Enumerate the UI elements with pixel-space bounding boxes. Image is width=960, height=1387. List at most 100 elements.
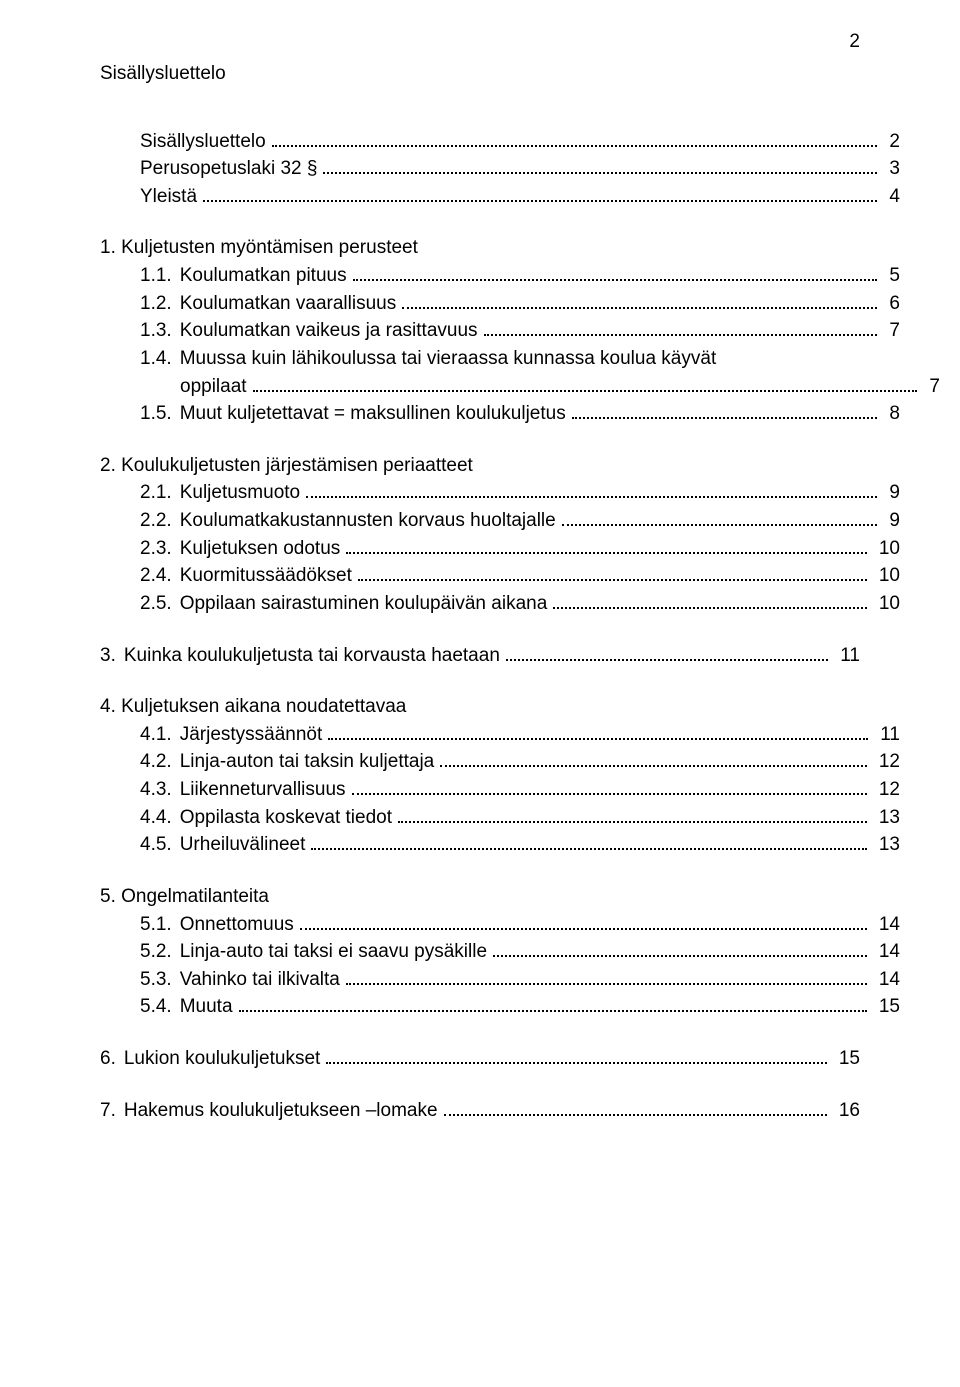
toc-label: Kuljetuksen odotus — [180, 535, 341, 563]
toc-page: 14 — [873, 911, 900, 939]
toc-label: Kuinka koulukuljetusta tai korvausta hae… — [124, 642, 500, 670]
toc-number: 1.5. — [140, 400, 180, 428]
toc-label: Muuta — [180, 993, 233, 1021]
toc-row: 2.3. Kuljetuksen odotus 10 — [100, 535, 900, 563]
toc-number: 4.2. — [140, 748, 180, 776]
toc-section-3: 3. Kuinka koulukuljetusta tai korvausta … — [100, 642, 860, 670]
toc-page: 14 — [873, 966, 900, 994]
toc-label: Linja-auto tai taksi ei saavu pysäkille — [180, 938, 487, 966]
toc-page: 2 — [883, 128, 900, 156]
toc-row: 1.1. Koulumatkan pituus 5 — [100, 262, 900, 290]
toc-number: 2.2. — [140, 507, 180, 535]
toc-label: Vahinko tai ilkivalta — [180, 966, 340, 994]
toc-section-7: 7. Hakemus koulukuljetukseen –lomake 16 — [100, 1097, 860, 1125]
toc-number: 1.1. — [140, 262, 180, 290]
dotted-leader — [253, 372, 918, 391]
toc-section-1: 1. Kuljetusten myöntämisen perusteet 1.1… — [100, 234, 860, 427]
toc-row: 6. Lukion koulukuljetukset 15 — [100, 1045, 860, 1073]
dotted-leader — [326, 1045, 827, 1064]
toc-number: 4.4. — [140, 804, 180, 832]
dotted-leader — [506, 642, 828, 661]
toc-page: 8 — [883, 400, 900, 428]
dotted-leader — [328, 721, 868, 740]
toc-page: 16 — [833, 1097, 860, 1125]
toc-label: Muut kuljetettavat = maksullinen kouluku… — [180, 400, 566, 428]
toc-section-2: 2. Koulukuljetusten järjestämisen periaa… — [100, 452, 860, 618]
toc-row: 1.2. Koulumatkan vaarallisuus 6 — [100, 290, 900, 318]
toc-row-continuation: oppilaat 7 — [100, 372, 940, 400]
dotted-leader — [402, 290, 877, 309]
dotted-leader — [493, 938, 867, 957]
dotted-leader — [346, 535, 867, 554]
toc-row: Perusopetuslaki 32 § 3 — [100, 155, 900, 183]
toc-label: Sisällysluettelo — [140, 128, 266, 156]
toc-row: Yleistä 4 — [100, 183, 900, 211]
toc-section-6: 6. Lukion koulukuljetukset 15 — [100, 1045, 860, 1073]
toc-row: Sisällysluettelo 2 — [100, 128, 900, 156]
toc-label: 4. Kuljetuksen aikana noudatettavaa — [100, 693, 406, 721]
toc-number: 3. — [100, 642, 124, 670]
toc-label: Linja-auton tai taksin kuljettaja — [180, 748, 435, 776]
toc-row: 7. Hakemus koulukuljetukseen –lomake 16 — [100, 1097, 860, 1125]
dotted-leader — [239, 993, 867, 1012]
toc-section-5: 5. Ongelmatilanteita 5.1. Onnettomuus 14… — [100, 883, 860, 1021]
toc-page: 6 — [883, 290, 900, 318]
toc-label: Oppilaan sairastuminen koulupäivän aikan… — [180, 590, 548, 618]
dotted-leader — [398, 804, 867, 823]
toc-number: 4.5. — [140, 831, 180, 859]
dotted-leader — [562, 507, 878, 526]
toc-label: Koulumatkan vaikeus ja rasittavuus — [180, 317, 478, 345]
toc-section-title: 4. Kuljetuksen aikana noudatettavaa — [100, 693, 860, 721]
toc-number: 2.4. — [140, 562, 180, 590]
toc-page: 3 — [883, 155, 900, 183]
toc-row: 5.1. Onnettomuus 14 — [100, 910, 900, 938]
dotted-leader — [272, 128, 878, 147]
toc-number: 6. — [100, 1045, 124, 1073]
toc-number: 2.5. — [140, 590, 180, 618]
dotted-leader — [572, 400, 878, 419]
toc-number: 5.1. — [140, 911, 180, 939]
toc-row: 4.5. Urheiluvälineet 13 — [100, 831, 900, 859]
toc-page: 5 — [883, 262, 900, 290]
toc-row: 1.4. Muussa kuin lähikoulussa tai vieraa… — [100, 345, 900, 373]
toc-section-title: 5. Ongelmatilanteita — [100, 883, 860, 911]
toc-label: Onnettomuus — [180, 911, 294, 939]
toc-page: 15 — [873, 993, 900, 1021]
toc-row: 2.1. Kuljetusmuoto 9 — [100, 479, 900, 507]
dotted-leader — [444, 1097, 827, 1116]
toc-number: 1.4. — [140, 345, 180, 373]
dotted-leader — [300, 910, 867, 929]
toc-page: 11 — [874, 721, 900, 749]
toc-number: 7. — [100, 1097, 124, 1125]
toc-row: 5.4. Muuta 15 — [100, 993, 900, 1021]
toc-row: 1.5. Muut kuljetettavat = maksullinen ko… — [100, 400, 900, 428]
toc-row: 5.2. Linja-auto tai taksi ei saavu pysäk… — [100, 938, 900, 966]
toc-label: Koulumatkan pituus — [180, 262, 347, 290]
toc-row: 3. Kuinka koulukuljetusta tai korvausta … — [100, 642, 860, 670]
toc-label: Muussa kuin lähikoulussa tai vieraassa k… — [180, 345, 717, 373]
toc-label: oppilaat — [180, 373, 247, 401]
toc-row: 4.4. Oppilasta koskevat tiedot 13 — [100, 804, 900, 832]
toc-section-4: 4. Kuljetuksen aikana noudatettavaa 4.1.… — [100, 693, 860, 859]
toc-page: 12 — [873, 776, 900, 804]
dotted-leader — [323, 155, 877, 174]
toc-row: 2.2. Koulumatkakustannusten korvaus huol… — [100, 507, 900, 535]
dotted-leader — [358, 562, 867, 581]
toc-label: Liikenneturvallisuus — [180, 776, 346, 804]
toc-page: 12 — [873, 748, 900, 776]
toc-label: Kuormitussäädökset — [180, 562, 352, 590]
toc-label: 2. Koulukuljetusten järjestämisen periaa… — [100, 452, 473, 480]
dotted-leader — [311, 831, 866, 850]
toc-row: 4.3. Liikenneturvallisuus 12 — [100, 776, 900, 804]
toc-label: Koulumatkan vaarallisuus — [180, 290, 397, 318]
toc-row: 4.1. Järjestyssäännöt 11 — [100, 721, 900, 749]
toc-label: Oppilasta koskevat tiedot — [180, 804, 392, 832]
toc-page: 7 — [923, 373, 940, 401]
toc-label: 1. Kuljetusten myöntämisen perusteet — [100, 234, 418, 262]
toc-page: 10 — [873, 562, 900, 590]
toc-label: Lukion koulukuljetukset — [124, 1045, 320, 1073]
dotted-leader — [203, 183, 877, 202]
toc-number: 5.3. — [140, 966, 180, 994]
dotted-leader — [553, 590, 867, 609]
dotted-leader — [346, 966, 867, 985]
